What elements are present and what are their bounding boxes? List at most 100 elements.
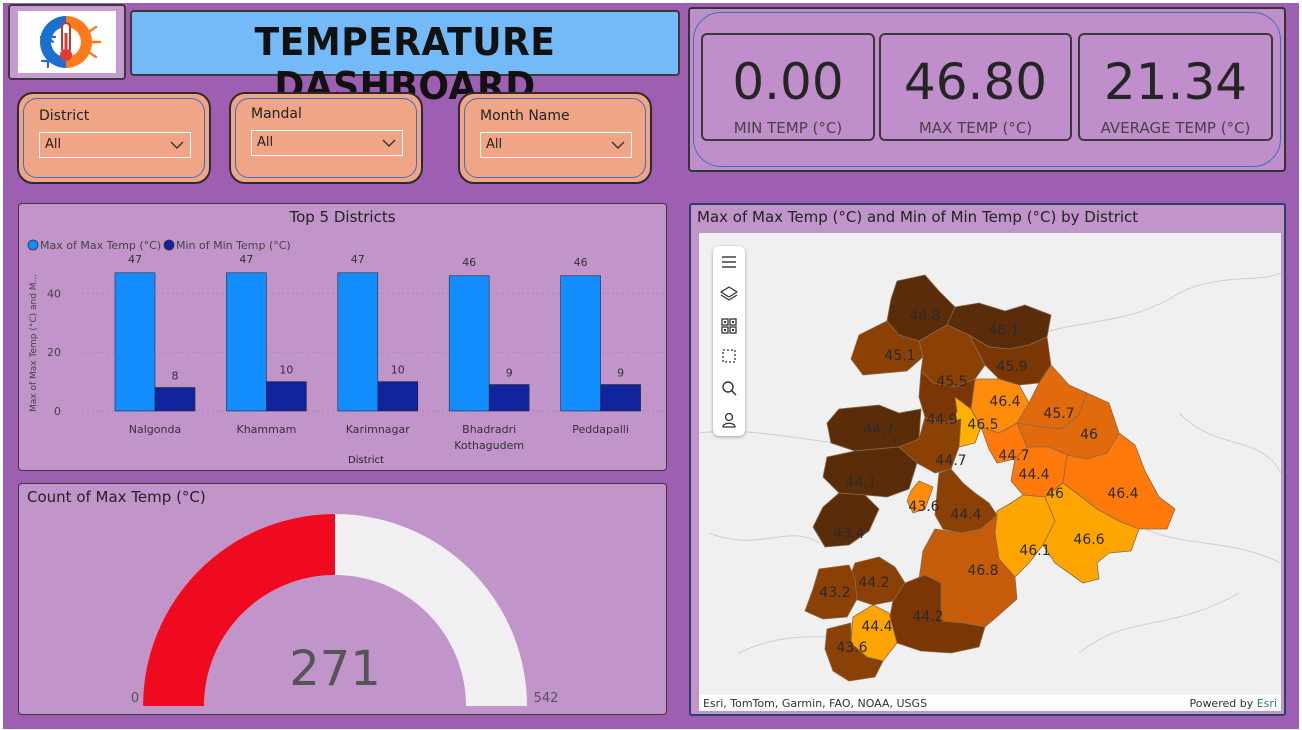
bar-max-temp[interactable] bbox=[226, 272, 267, 412]
kpi-group: 0.00 MIN TEMP (°C) 46.80 MAX TEMP (°C) 2… bbox=[688, 7, 1286, 172]
gauge-fill bbox=[143, 514, 335, 706]
kpi-min-temp-label: MIN TEMP (°C) bbox=[733, 119, 843, 137]
region-label: 45.1 bbox=[884, 348, 915, 364]
mandal-dropdown-value: All bbox=[257, 135, 274, 150]
y-axis-title: Max of Max Temp (°C) and M... bbox=[29, 274, 39, 412]
bar-max-temp[interactable] bbox=[448, 275, 490, 412]
chevron-down-icon bbox=[170, 141, 184, 149]
mandal-slicer-label: Mandal bbox=[251, 106, 302, 122]
y-tick-label: 40 bbox=[47, 287, 61, 300]
region-label: 46.8 bbox=[967, 563, 998, 579]
x-tick-label: Bhadradri Kothagudem bbox=[454, 423, 524, 452]
map-attribution-text: Esri, TomTom, Garmin, FAO, NOAA, USGS bbox=[703, 697, 928, 710]
region-label: 46.5 bbox=[967, 417, 998, 433]
powered-by: Powered by Esri bbox=[1189, 697, 1277, 710]
bar-min-temp[interactable] bbox=[377, 381, 419, 412]
region-label: 46 bbox=[1080, 427, 1098, 443]
map-canvas[interactable]: 44.8 46.1 45.1 45.9 45.5 46.4 45.7 44.9 … bbox=[699, 233, 1281, 711]
region-label: 43.6 bbox=[908, 499, 939, 515]
legend-marker-max bbox=[27, 239, 39, 251]
count-max-temp-panel: Count of Max Temp (°C) 271 0 542 bbox=[18, 483, 667, 715]
region-label: 44.2 bbox=[912, 609, 943, 625]
kpi-average-temp: 21.34 AVERAGE TEMP (°C) bbox=[1078, 33, 1273, 141]
bar-data-label: 10 bbox=[279, 364, 293, 377]
kpi-min-temp: 0.00 MIN TEMP (°C) bbox=[701, 33, 875, 141]
kpi-min-temp-value: 0.00 bbox=[732, 53, 844, 111]
district-map: 44.8 46.1 45.1 45.9 45.5 46.4 45.7 44.9 … bbox=[699, 272, 1281, 682]
bar-data-label: 46 bbox=[462, 256, 476, 269]
bar-max-temp[interactable] bbox=[337, 272, 379, 412]
rect-select-icon[interactable] bbox=[719, 346, 739, 366]
region-label: 46.1 bbox=[988, 323, 1019, 339]
bar-data-label: 47 bbox=[239, 253, 253, 266]
region-label: 44.7 bbox=[998, 448, 1029, 464]
menu-icon[interactable] bbox=[719, 252, 739, 272]
kpi-max-temp: 46.80 MAX TEMP (°C) bbox=[879, 33, 1072, 141]
region-label: 43.2 bbox=[819, 585, 850, 601]
bar-data-label: 47 bbox=[351, 253, 365, 266]
district-dropdown[interactable]: All bbox=[39, 132, 191, 158]
legend-label-max: Max of Max Temp (°C) bbox=[40, 239, 161, 252]
gauge-min-label: 0 bbox=[131, 691, 139, 706]
x-tick-label: Nalgonda bbox=[129, 423, 181, 436]
dashboard-canvas: TEMPERATURE DASHBOARD District All Manda… bbox=[3, 3, 1299, 729]
x-tick-label: Karimnagar bbox=[346, 423, 410, 436]
x-tick-label: Khammam bbox=[236, 423, 296, 436]
mandal-dropdown[interactable]: All bbox=[251, 130, 403, 156]
bar-data-label: 47 bbox=[128, 253, 142, 266]
region-label: 46.6 bbox=[1073, 532, 1104, 548]
bar-min-temp[interactable] bbox=[488, 384, 530, 412]
logo-card bbox=[8, 4, 126, 80]
district-slicer-label: District bbox=[39, 108, 90, 124]
region-label: 44.7 bbox=[935, 453, 966, 469]
map-toolbar bbox=[713, 246, 745, 436]
month-dropdown[interactable]: All bbox=[480, 132, 632, 158]
title-card: TEMPERATURE DASHBOARD bbox=[130, 10, 680, 108]
kpi-average-temp-value: 21.34 bbox=[1103, 53, 1248, 111]
esri-link[interactable]: Esri bbox=[1256, 697, 1277, 710]
legend-marker-min bbox=[163, 239, 175, 251]
y-tick-label: 20 bbox=[47, 346, 61, 359]
thermometer-sun-snowflake-icon bbox=[39, 16, 102, 69]
gauge-max-label: 542 bbox=[534, 691, 559, 706]
legend-label-min: Min of Min Temp (°C) bbox=[176, 239, 291, 252]
bar-min-temp[interactable] bbox=[266, 381, 307, 412]
month-slicer: Month Name All bbox=[458, 92, 652, 184]
bar-max-temp[interactable] bbox=[560, 275, 601, 412]
chevron-down-icon bbox=[382, 139, 396, 147]
region-label: 44.7 bbox=[863, 422, 894, 438]
bar-data-label: 8 bbox=[172, 369, 179, 382]
map-title: Max of Max Temp (°C) and Min of Min Temp… bbox=[697, 208, 1139, 226]
region-label: 44.1 bbox=[845, 475, 876, 491]
mandal-slicer: Mandal All bbox=[229, 92, 423, 184]
y-tick-label: 0 bbox=[54, 405, 61, 418]
kpi-max-temp-value: 46.80 bbox=[903, 53, 1048, 111]
bar-max-temp[interactable] bbox=[114, 272, 156, 412]
region-label: 44.4 bbox=[861, 619, 892, 635]
person-icon[interactable] bbox=[719, 410, 739, 430]
region-label: 44.4 bbox=[950, 507, 981, 523]
region-label: 46.4 bbox=[989, 394, 1020, 410]
x-tick-label: Peddapalli bbox=[572, 423, 629, 436]
bar-chart: Max of Max Temp (°C) Min of Min Temp (°C… bbox=[27, 239, 664, 466]
bar-data-label: 9 bbox=[506, 367, 513, 380]
bar-data-label: 46 bbox=[574, 256, 588, 269]
bar-min-temp[interactable] bbox=[154, 387, 196, 412]
top-districts-panel: Top 5 Districts Max of Max Temp (°C) Min… bbox=[18, 203, 667, 471]
region-label: 44.2 bbox=[858, 575, 889, 591]
bar-data-label: 9 bbox=[617, 367, 624, 380]
region-label: 44.9 bbox=[926, 412, 957, 428]
region-label: 43.4 bbox=[833, 526, 864, 542]
search-icon[interactable] bbox=[719, 378, 739, 398]
region-label: 45.5 bbox=[936, 374, 967, 390]
qr-select-icon[interactable] bbox=[719, 316, 739, 336]
month-slicer-label: Month Name bbox=[480, 108, 570, 124]
bar-chart-title: Top 5 Districts bbox=[289, 208, 396, 226]
gauge-title: Count of Max Temp (°C) bbox=[27, 488, 206, 506]
layers-icon[interactable] bbox=[719, 284, 739, 304]
region-label: 46 bbox=[1046, 486, 1064, 502]
region-label: 43.6 bbox=[836, 640, 867, 656]
month-dropdown-value: All bbox=[486, 137, 503, 152]
bar-min-temp[interactable] bbox=[600, 384, 641, 412]
region-label: 44.4 bbox=[1018, 467, 1049, 483]
